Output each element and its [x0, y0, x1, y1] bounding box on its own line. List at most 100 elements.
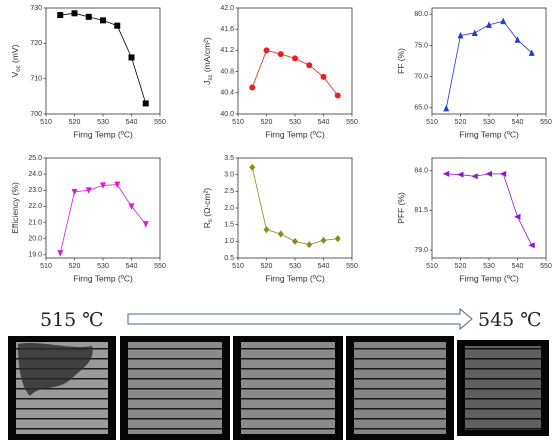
y-axis-label: FF (%) — [396, 48, 406, 74]
y-axis-label: Efficiency (%) — [10, 182, 20, 234]
x-tick-label: 550 — [154, 263, 166, 270]
x-tick-label: 530 — [97, 263, 109, 270]
marker — [320, 236, 327, 244]
x-tick-label: 510 — [426, 119, 438, 126]
y-label-part: oc — [16, 65, 22, 71]
y-label-part: FF (%) — [396, 48, 406, 74]
marker — [457, 31, 464, 39]
x-tick-label: 540 — [512, 263, 524, 270]
y-axis-label: Voc (mV) — [10, 44, 21, 77]
y-tick-label: 80.0 — [414, 11, 428, 18]
marker — [71, 10, 78, 17]
x-axis-label: Firng Temp (ºC) — [265, 273, 325, 283]
x-tick-label: 540 — [318, 119, 330, 126]
y-tick-label: 20.0 — [28, 235, 42, 242]
y-tick-label: 1.0 — [224, 238, 234, 245]
y-tick-label: 710 — [30, 76, 42, 83]
y-label-part: PFF (%) — [396, 192, 406, 224]
cell — [354, 342, 446, 434]
marker — [114, 181, 121, 189]
marker — [114, 22, 121, 29]
y-tick-label: 21.0 — [28, 219, 42, 226]
y-label-part: V — [10, 71, 20, 77]
marker — [528, 242, 535, 249]
start-label: 515 ℃ — [40, 309, 104, 331]
y-tick-label: 1.5 — [224, 222, 234, 229]
marker — [57, 250, 64, 257]
y-tick-label: 40.0 — [220, 111, 234, 118]
marker — [292, 55, 298, 62]
x-tick-label: 520 — [261, 263, 273, 270]
y-tick-label: 0.5 — [224, 255, 234, 262]
x-axis-label: Firng Temp (ºC) — [459, 273, 519, 283]
x-tick-label: 540 — [126, 263, 138, 270]
x-tick-label: 520 — [455, 119, 467, 126]
y-tick-label: 41.6 — [220, 26, 234, 33]
series-line — [59, 184, 147, 254]
x-tick-label: 540 — [126, 119, 138, 126]
y-tick-label: 79.0 — [414, 247, 428, 254]
x-tick-label: 530 — [289, 119, 301, 126]
x-tick-label: 550 — [346, 263, 358, 270]
x-axis-label: Firng Temp (ºC) — [459, 129, 519, 139]
y-tick-label: 65.0 — [414, 105, 428, 112]
y-tick-label: 23.0 — [28, 187, 42, 194]
x-tick-label: 530 — [483, 263, 495, 270]
x-tick-label: 530 — [289, 263, 301, 270]
marker — [334, 92, 341, 99]
x-tick-label: 530 — [97, 119, 109, 126]
marker — [249, 163, 256, 171]
x-tick-label: 550 — [540, 119, 552, 126]
y-tick-label: 84.0 — [414, 168, 428, 175]
marker — [263, 226, 270, 234]
marker — [292, 237, 298, 245]
cell — [465, 346, 541, 430]
y-tick-label: 40.8 — [220, 68, 234, 75]
marker — [85, 187, 92, 194]
x-tick-label: 510 — [426, 263, 438, 270]
end-label: 545 ℃ — [478, 309, 542, 331]
marker — [263, 47, 270, 54]
marker — [528, 49, 535, 56]
marker — [514, 213, 521, 220]
y-axis-label: Rs (Ω-cm²) — [202, 188, 213, 229]
y-label-part: J — [202, 81, 212, 85]
el-images — [8, 336, 549, 440]
y-label-part: (Ω-cm²) — [202, 188, 212, 220]
y-tick-label: 19.0 — [28, 252, 42, 259]
y-label-part: s — [208, 219, 214, 222]
series-line — [251, 167, 338, 246]
x-tick-label: 540 — [318, 263, 330, 270]
marker — [499, 170, 507, 177]
x-axis-label: Firng Temp (ºC) — [265, 129, 325, 139]
x-tick-label: 550 — [346, 119, 358, 126]
y-label-part: (mA/cm²) — [202, 37, 212, 74]
cell — [128, 342, 222, 434]
plot-frame — [45, 7, 161, 115]
marker — [471, 29, 478, 36]
marker — [142, 100, 149, 107]
marker — [128, 203, 135, 210]
y-tick-label: 40.4 — [220, 90, 234, 97]
x-axis-label: Firng Temp (ºC) — [73, 273, 133, 283]
y-tick-label: 2.0 — [224, 205, 234, 212]
series-line — [446, 173, 533, 246]
marker — [320, 73, 327, 80]
marker — [306, 241, 313, 249]
marker — [442, 170, 450, 177]
marker — [142, 221, 149, 228]
x-tick-label: 510 — [232, 263, 244, 270]
x-tick-label: 520 — [69, 119, 81, 126]
y-tick-label: 75.0 — [414, 42, 428, 49]
plot-frame — [45, 157, 161, 259]
y-label-part: Efficiency (%) — [10, 182, 20, 234]
y-tick-label: 730 — [30, 5, 42, 12]
y-tick-label: 22.0 — [28, 203, 42, 210]
y-tick-label: 70.0 — [414, 73, 428, 80]
x-tick-label: 550 — [154, 119, 166, 126]
y-tick-label: 81.5 — [414, 207, 428, 214]
marker — [100, 182, 106, 189]
y-tick-label: 41.2 — [220, 47, 234, 54]
marker — [514, 36, 521, 43]
marker — [500, 17, 507, 25]
